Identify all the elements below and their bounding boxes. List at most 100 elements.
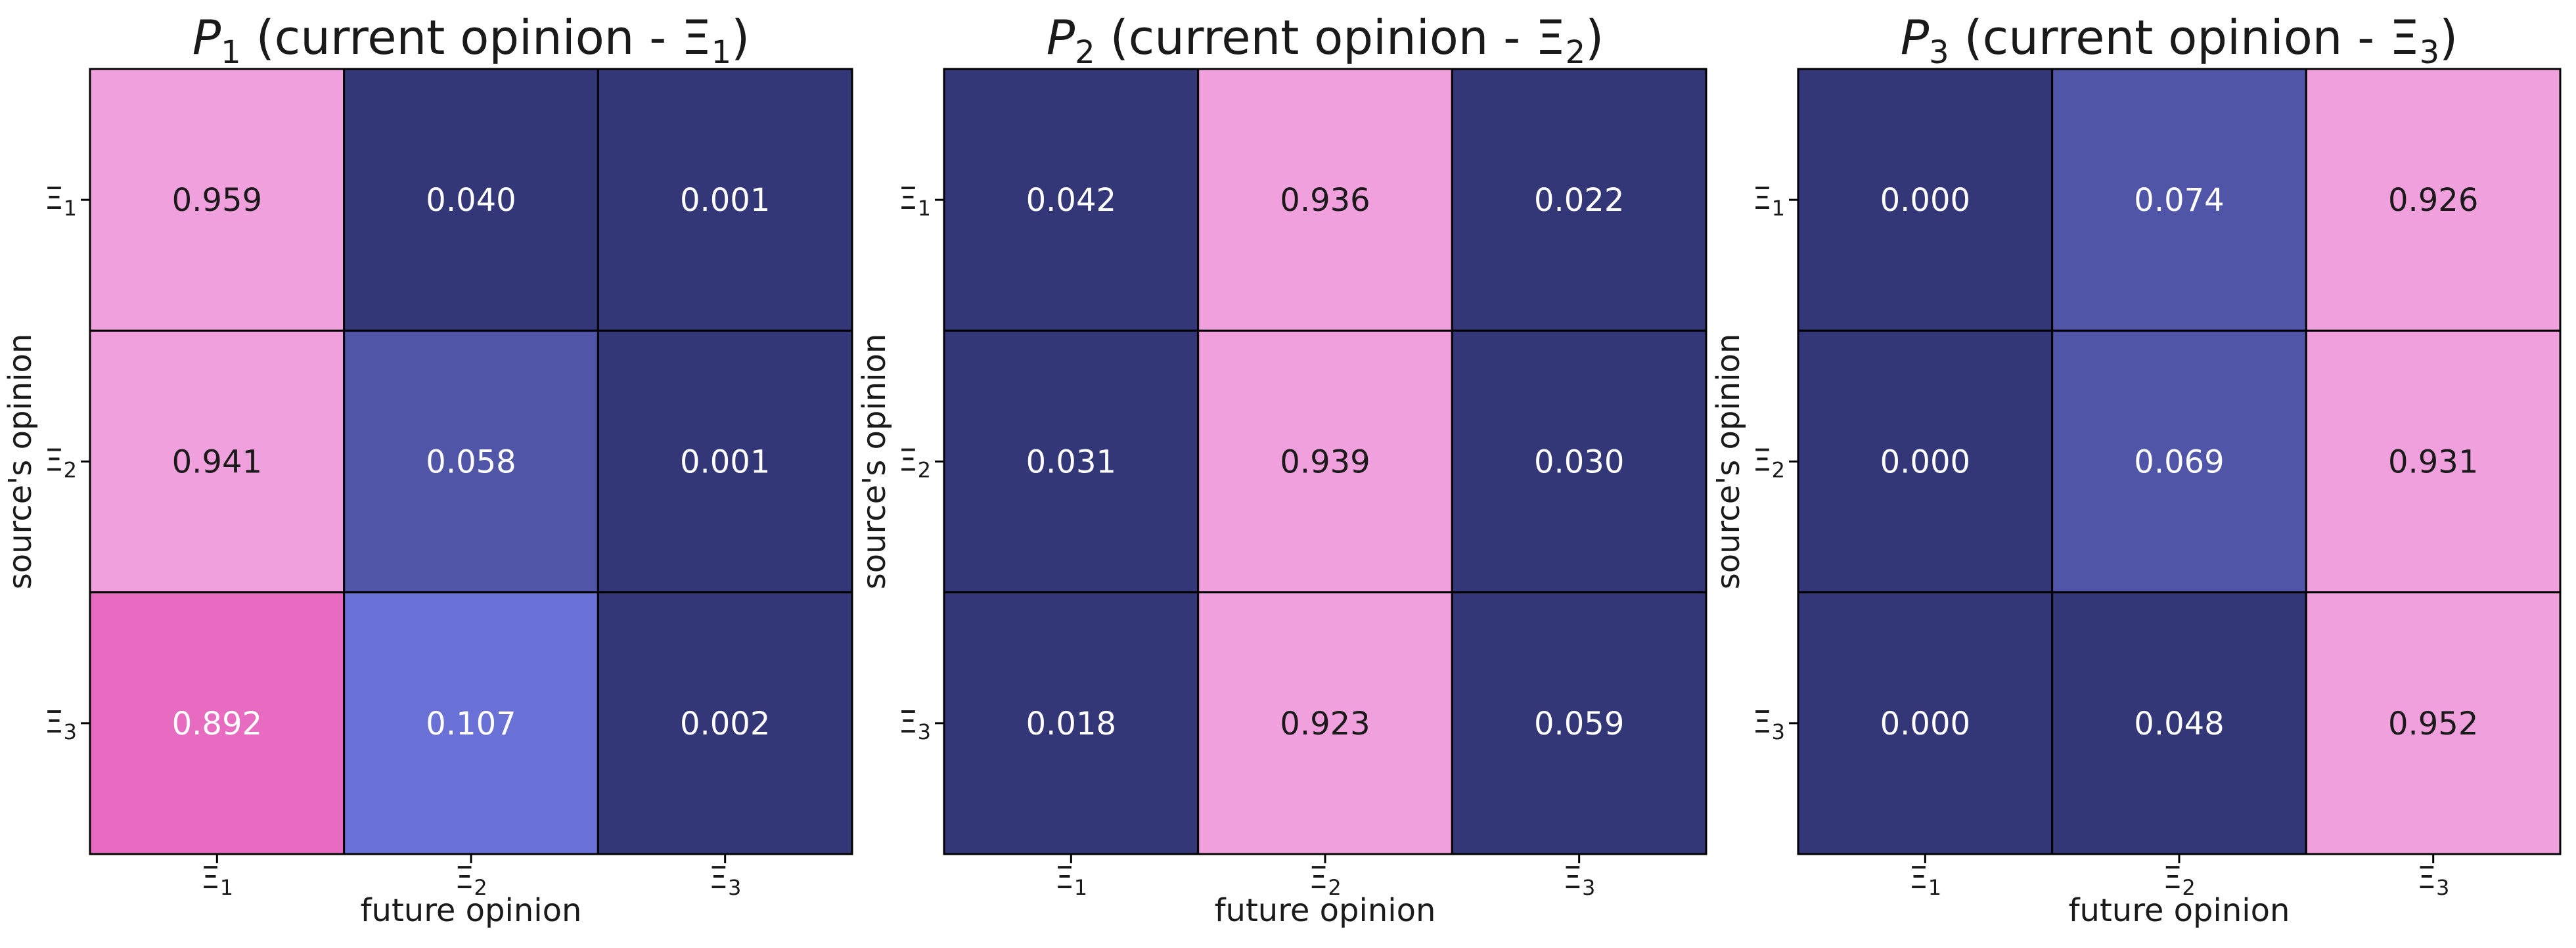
title-close-paren: ) — [1585, 10, 1604, 65]
tick-base: Ξ — [1055, 860, 1074, 895]
y-tick-label: Ξ2 — [1753, 443, 1785, 483]
cell-value-label: 0.952 — [2388, 706, 2478, 742]
tick-base: Ξ — [1753, 704, 1772, 740]
cell-value-label: 0.048 — [2134, 706, 2224, 742]
tick-base: Ξ — [899, 181, 918, 216]
y-axis-label: source's opinion — [856, 334, 893, 590]
x-axis-label: future opinion — [1215, 892, 1436, 929]
y-axis-label: source's opinion — [2, 334, 39, 590]
heatmap-cell — [1197, 329, 1453, 594]
tick-base: Ξ — [709, 860, 728, 895]
x-tick-label: Ξ1 — [201, 860, 233, 900]
tick-subscript: 1 — [1074, 875, 1087, 900]
y-tick-label: Ξ1 — [899, 181, 931, 221]
cell-value-label: 0.000 — [1880, 182, 1970, 219]
tick-base: Ξ — [2417, 860, 2436, 895]
title-close-paren: ) — [2439, 10, 2458, 65]
heatmap-panel-3: P3 (current opinion - Ξ3)0.000 0.074 0.926… — [1710, 10, 2562, 929]
panel-title: P2 (current opinion - Ξ2) — [1047, 10, 1604, 71]
x-tick-label: Ξ3 — [709, 860, 741, 900]
title-opinion-subscript: 2 — [1566, 34, 1586, 71]
tick-subscript: 1 — [918, 196, 931, 221]
tick-base: Ξ — [1909, 860, 1928, 895]
x-tick-label: Ξ2 — [1309, 860, 1341, 900]
heatmap-cell — [2305, 68, 2562, 332]
title-variable-subscript: 2 — [1075, 34, 1095, 71]
x-tick-label: Ξ3 — [1563, 860, 1595, 900]
tick-subscript: 1 — [1772, 196, 1785, 221]
tick-subscript: 2 — [1328, 875, 1341, 900]
title-close-paren: ) — [731, 10, 750, 65]
cell-value-label: 0.959 — [172, 182, 262, 219]
title-opinion-subscript: 3 — [2420, 34, 2440, 71]
tick-subscript: 2 — [64, 458, 77, 483]
cell-value-label: 0.040 — [426, 182, 516, 219]
y-tick-label: Ξ1 — [1753, 181, 1785, 221]
heatmap-cell — [943, 329, 1200, 594]
heatmap-cell — [597, 329, 853, 594]
heatmap-cell — [2051, 68, 2307, 332]
cell-value-label: 0.939 — [1280, 444, 1370, 481]
title-text: (current opinion - Ξ — [1095, 10, 1566, 65]
tick-base: Ξ — [45, 704, 64, 740]
tick-base: Ξ — [1309, 860, 1328, 895]
y-tick-label: Ξ3 — [45, 704, 77, 744]
y-tick-label: Ξ1 — [45, 181, 77, 221]
cell-value-label: 0.926 — [2388, 182, 2478, 219]
tick-subscript: 1 — [220, 875, 233, 900]
title-opinion-subscript: 1 — [712, 34, 732, 71]
heatmap-cell — [89, 329, 346, 594]
heatmap-cell — [1197, 591, 1453, 855]
y-axis-label: source's opinion — [1710, 334, 1747, 590]
heatmap-cell — [1451, 329, 1707, 594]
tick-base: Ξ — [1563, 860, 1582, 895]
cell-value-label: 0.000 — [1880, 706, 1970, 742]
tick-subscript: 3 — [1772, 719, 1785, 744]
cell-value-label: 0.002 — [680, 706, 770, 742]
heatmap-cell — [2305, 329, 2562, 594]
heatmap-cell — [89, 68, 346, 332]
cell-value-label: 0.000 — [1880, 444, 1970, 481]
tick-base: Ξ — [45, 443, 64, 478]
cell-value-label: 0.022 — [1534, 182, 1624, 219]
cell-value-label: 0.923 — [1280, 706, 1370, 742]
title-text: (current opinion - Ξ — [1949, 10, 2420, 65]
title-variable: P — [192, 10, 221, 65]
tick-subscript: 1 — [64, 196, 77, 221]
tick-base: Ξ — [1753, 443, 1772, 478]
cell-value-label: 0.107 — [426, 706, 516, 742]
heatmap-panel-2: P2 (current opinion - Ξ2)0.042 0.936 0.022… — [856, 10, 1707, 929]
panel-title: P3 (current opinion - Ξ3) — [1901, 10, 2458, 71]
cell-value-label: 0.931 — [2388, 444, 2478, 481]
tick-base: Ξ — [1753, 181, 1772, 216]
tick-subscript: 3 — [728, 875, 741, 900]
x-axis-label: future opinion — [361, 892, 582, 929]
title-variable: P — [1901, 10, 1930, 65]
heatmap-cell — [1451, 591, 1707, 855]
title-text: (current opinion - Ξ — [241, 10, 712, 65]
cell-value-label: 0.058 — [426, 444, 516, 481]
x-tick-label: Ξ1 — [1055, 860, 1087, 900]
cell-value-label: 0.936 — [1280, 182, 1370, 219]
tick-base: Ξ — [899, 443, 918, 478]
heatmap-cell — [2051, 591, 2307, 855]
cell-value-label: 0.941 — [172, 444, 262, 481]
y-tick-label: Ξ2 — [899, 443, 931, 483]
tick-base: Ξ — [201, 860, 220, 895]
tick-subscript: 2 — [918, 458, 931, 483]
tick-subscript: 3 — [2436, 875, 2449, 900]
y-tick-label: Ξ3 — [1753, 704, 1785, 744]
cell-value-label: 0.074 — [2134, 182, 2224, 219]
heatmap-cell — [1197, 68, 1453, 332]
tick-base: Ξ — [45, 181, 64, 216]
x-tick-label: Ξ2 — [2163, 860, 2195, 900]
x-tick-label: Ξ1 — [1909, 860, 1941, 900]
cell-value-label: 0.030 — [1534, 444, 1624, 481]
heatmap-cell — [943, 591, 1200, 855]
heatmap-cell — [1451, 68, 1707, 332]
y-tick-label: Ξ2 — [45, 443, 77, 483]
title-variable: P — [1047, 10, 1075, 65]
tick-subscript: 2 — [1772, 458, 1785, 483]
x-axis-label: future opinion — [2069, 892, 2290, 929]
